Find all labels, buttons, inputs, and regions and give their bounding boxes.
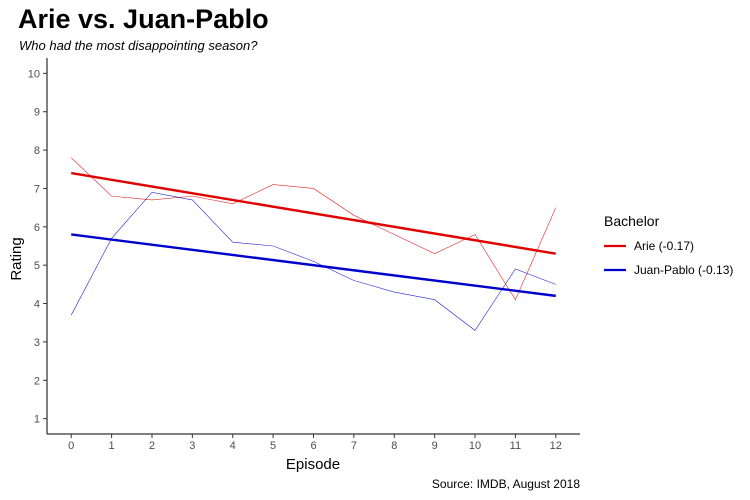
y-tick-label: 3 [34,337,40,349]
x-tick-label: 2 [149,440,155,452]
x-tick-label: 10 [469,440,481,452]
chart-title: Arie vs. Juan-Pablo [18,4,269,34]
x-tick-label: 0 [68,440,74,452]
series-line-arie-0-17 [71,157,557,301]
x-axis-title: Episode [286,456,340,473]
chart-caption: Source: IMDB, August 2018 [431,477,580,491]
y-axis-title: Rating [8,237,25,280]
x-tick-label: 11 [510,440,521,452]
x-tick-label: 7 [351,440,357,452]
series-line-juan-pablo-0-13 [70,191,556,331]
y-tick-label: 4 [34,299,40,311]
y-tick-label: 7 [34,183,40,195]
legend-label-juan-pablo-0-13: Juan-Pablo (-0.13) [634,263,733,277]
x-tick-label: 4 [230,440,236,452]
y-tick-label: 9 [34,107,40,119]
x-tick-label: 1 [109,440,115,452]
legend: Bachelor Arie (-0.17) Juan-Pablo (-0.13) [604,213,733,277]
y-tick-label: 5 [34,260,40,272]
x-tick-label: 12 [550,440,562,452]
trend-line-juan-pablo-0-13 [71,233,556,298]
x-tick-label: 8 [391,440,397,452]
x-tick-label: 5 [270,440,276,452]
y-tick-label: 1 [34,414,40,426]
y-tick-label: 6 [34,222,40,234]
y-tick-label: 2 [34,375,40,387]
y-tick-label: 8 [34,145,40,157]
trend-line-arie-0-17 [71,171,556,255]
chart-subtitle: Who had the most disappointing season? [19,38,258,53]
x-tick-label: 3 [189,440,195,452]
legend-title: Bachelor [604,213,660,229]
y-tick-label: 10 [28,68,40,80]
x-tick-label: 6 [310,440,316,452]
x-tick-label: 9 [432,440,438,452]
series-layer [70,157,557,331]
legend-label-arie-0-17: Arie (-0.17) [634,239,694,253]
